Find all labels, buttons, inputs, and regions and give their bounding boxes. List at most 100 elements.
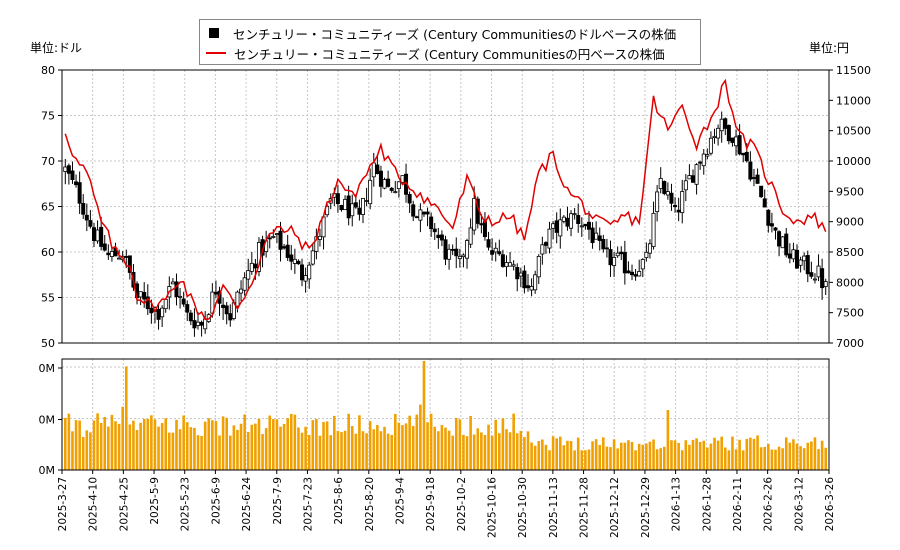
candle-body: [335, 193, 340, 205]
volume-bar: [706, 447, 709, 470]
candle-body: [805, 255, 810, 275]
volume-bar: [207, 418, 211, 470]
candle-body: [63, 166, 68, 172]
candle-body: [751, 177, 756, 179]
left-tick-label: 55: [41, 292, 55, 305]
candle-body: [142, 291, 147, 300]
volume-bar: [652, 439, 655, 470]
candle-body: [694, 164, 699, 185]
candle-body: [755, 174, 760, 184]
candle-body: [812, 278, 817, 281]
volume-bar: [110, 414, 114, 470]
candle-body: [723, 118, 728, 129]
candle-body: [490, 250, 495, 255]
volume-bar: [810, 441, 813, 470]
candle-body: [432, 228, 437, 233]
candle-body: [809, 272, 814, 277]
volume-bar: [379, 431, 383, 470]
volume-bar: [576, 437, 580, 470]
candle-body: [741, 152, 746, 156]
candle-body: [687, 175, 692, 180]
volume-bar: [505, 429, 508, 470]
volume-bar: [623, 442, 627, 470]
volume-bar: [702, 440, 706, 470]
candle-body: [511, 264, 516, 267]
volume-bar: [770, 449, 774, 470]
x-tick-label: 2026-1-13: [671, 477, 683, 531]
candle-body: [396, 181, 401, 190]
volume-bar: [139, 422, 142, 470]
volume-bar: [372, 429, 376, 470]
volume-bar: [767, 443, 770, 470]
candle-body: [690, 175, 695, 183]
candle-body: [95, 229, 100, 242]
left-tick-label: 70: [41, 155, 55, 168]
volume-bar: [390, 435, 393, 470]
volume-bar: [365, 433, 368, 470]
volume-bar: [558, 436, 562, 470]
candle-body: [554, 220, 559, 233]
right-tick-label: 9000: [836, 216, 864, 229]
volume-bar: [627, 440, 630, 470]
volume-bar: [228, 435, 232, 470]
volume-bar: [454, 417, 458, 470]
candle-body: [730, 137, 735, 143]
volume-bar: [519, 430, 523, 470]
volume-bar: [218, 435, 221, 470]
volume-bar: [774, 449, 777, 470]
candle-body: [436, 234, 441, 239]
volume-bar: [429, 413, 433, 470]
volume-bar: [551, 436, 555, 470]
volume-bar: [630, 442, 634, 470]
volume-bar: [272, 419, 275, 470]
candle-body: [583, 223, 588, 227]
candle-body: [174, 281, 179, 298]
left-tick-label: 50: [41, 337, 55, 350]
candle-body: [601, 238, 606, 250]
candle-body: [586, 221, 591, 230]
volume-bar: [530, 442, 533, 470]
candle-body: [343, 199, 348, 211]
candle-body: [673, 204, 678, 208]
volume-bar: [494, 419, 498, 470]
candle-body: [644, 251, 649, 258]
candle-body: [149, 307, 154, 314]
volume-bar: [720, 436, 723, 470]
volume-bar: [709, 443, 713, 470]
volume-bar: [738, 439, 741, 470]
candle-body: [608, 249, 613, 266]
right-tick-label: 7500: [836, 307, 864, 320]
volume-bar: [616, 448, 619, 470]
candle-body: [479, 223, 484, 226]
candle-body: [590, 227, 595, 244]
volume-bar: [121, 406, 124, 470]
volume-bar: [469, 415, 472, 470]
candle-body: [769, 223, 774, 227]
volume-bar: [153, 419, 157, 470]
volume-bar: [487, 424, 490, 470]
volume-bar: [393, 414, 397, 470]
volume-bar: [214, 421, 218, 470]
candle-body: [81, 203, 86, 215]
volume-bar: [411, 425, 415, 470]
jpy-price-line: [64, 78, 827, 321]
volume-bar: [483, 434, 487, 470]
candle-body: [127, 255, 132, 273]
volume-bar: [662, 446, 666, 470]
candle-body: [106, 252, 111, 256]
volume-bar: [250, 424, 254, 470]
volume-bar: [476, 428, 480, 470]
black-square-icon: [209, 28, 219, 38]
volume-bar: [515, 433, 519, 470]
volume-bar: [150, 415, 153, 470]
volume-bar: [637, 443, 641, 470]
volume-bar: [81, 437, 85, 470]
volume-bar: [318, 435, 322, 470]
candle-body: [604, 247, 609, 250]
volume-bar: [698, 441, 702, 470]
volume-bar: [358, 415, 361, 470]
candle-body: [472, 198, 477, 231]
volume-bar: [297, 427, 300, 470]
candle-body: [497, 251, 502, 255]
volume-bar: [426, 422, 429, 470]
